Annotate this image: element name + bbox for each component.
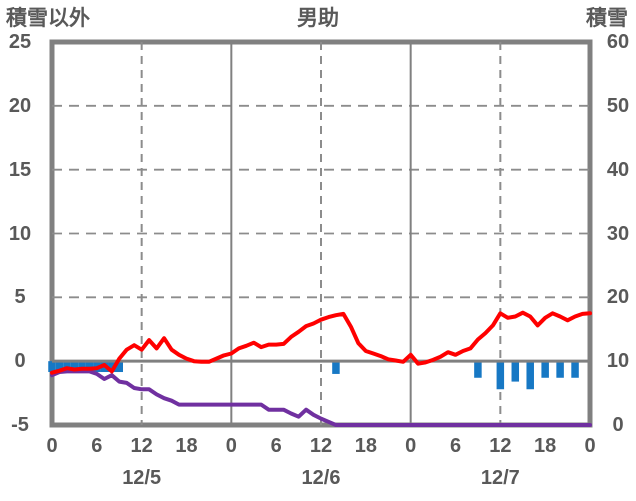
snow-bar — [48, 361, 56, 373]
chart-title: 男助 — [297, 7, 339, 30]
x-hour-tick-label: 12 — [309, 435, 333, 457]
x-hour-tick-label: 18 — [354, 435, 377, 457]
snow-bar — [511, 361, 520, 382]
x-day-label: 12/6 — [301, 467, 341, 489]
y-left-tick-label: 15 — [8, 158, 32, 181]
x-hour-tick-label: 12 — [130, 435, 153, 457]
red-line — [50, 310, 592, 375]
snow-bar — [474, 361, 482, 378]
snow-bar — [526, 361, 534, 390]
snow-bar — [496, 361, 505, 390]
y-right-tick-label: 30 — [606, 222, 630, 245]
x-hour-tick-label: 0 — [405, 435, 417, 457]
snow-bar — [541, 361, 549, 378]
x-hour-tick-label: 18 — [175, 435, 198, 457]
x-hour-tick-label: 6 — [270, 435, 282, 457]
x-day-label: 12/5 — [122, 467, 162, 489]
x-hour-tick-label: 6 — [449, 435, 462, 457]
snow-bar — [115, 361, 123, 373]
x-hour-tick-label: 0 — [46, 435, 58, 457]
x-hour-tick-label: 12 — [489, 435, 512, 457]
y-left-tick-label: 20 — [8, 94, 32, 117]
snow-bar — [556, 361, 564, 378]
x-hour-tick-label: 18 — [534, 435, 557, 457]
y-left-tick-label: 0 — [14, 350, 26, 373]
snow-bar — [332, 361, 340, 374]
y-right-tick-label: 10 — [606, 350, 630, 373]
y-right-tick-label: 0 — [612, 414, 624, 436]
y-left-tick-label: 10 — [8, 222, 32, 245]
snow-bar — [571, 361, 579, 378]
x-hour-tick-label: 0 — [584, 435, 596, 457]
y-left-tick-label: 25 — [8, 31, 32, 53]
y-right-tick-label: 20 — [606, 286, 630, 309]
snow-bar — [85, 361, 94, 373]
right-axis-title: 積雪 — [586, 7, 628, 30]
purple-line — [50, 369, 592, 427]
y-right-tick-label: 50 — [606, 94, 630, 117]
snow-bar — [78, 361, 86, 373]
y-left-tick-label: 5 — [14, 286, 26, 309]
y-left-tick-label: -5 — [11, 414, 29, 436]
left-axis-title: 積雪以外 — [6, 7, 90, 30]
snow-bar — [108, 361, 116, 373]
x-hour-tick-label: 6 — [91, 435, 103, 457]
y-right-tick-label: 60 — [606, 31, 630, 53]
x-day-label: 12/7 — [480, 467, 520, 489]
snow-bar — [70, 361, 79, 373]
x-hour-tick-label: 0 — [225, 435, 237, 457]
snow-bar — [55, 361, 64, 373]
y-right-tick-label: 40 — [606, 158, 630, 181]
